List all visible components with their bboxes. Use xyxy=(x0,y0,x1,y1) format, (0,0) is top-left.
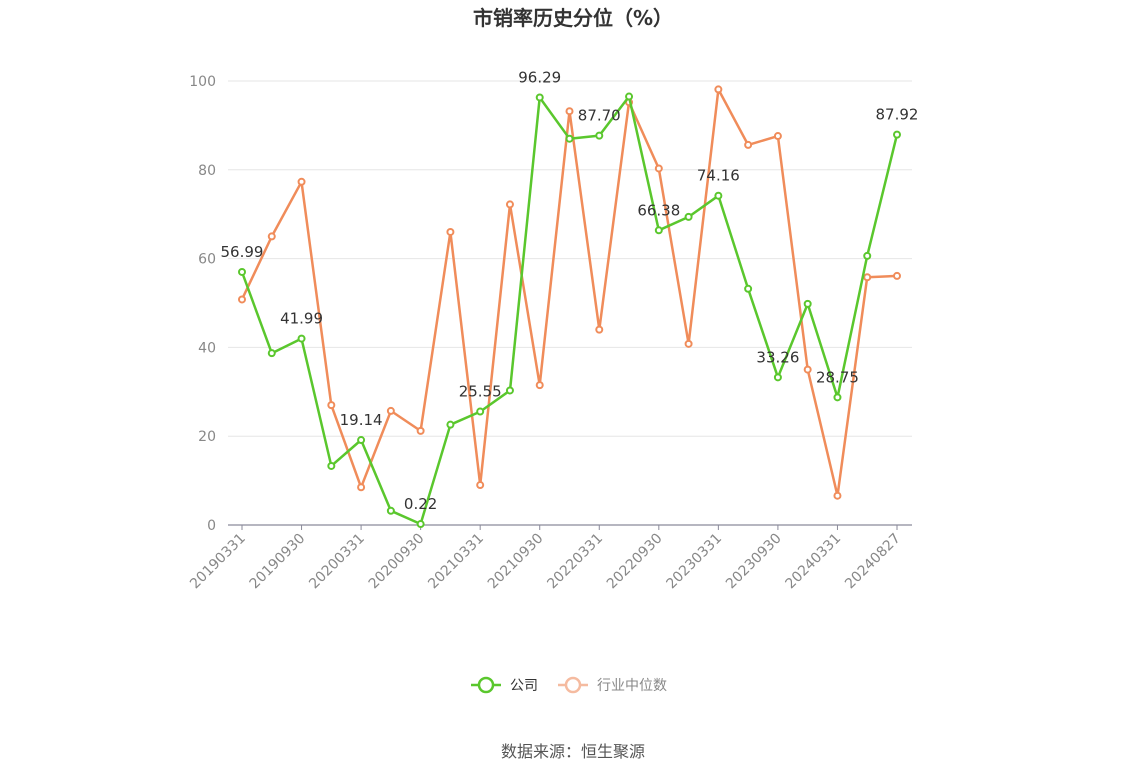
data-point xyxy=(357,436,366,445)
y-tick-label: 80 xyxy=(198,163,216,179)
data-point xyxy=(744,140,753,149)
data-label: 87.70 xyxy=(578,107,621,125)
legend-label: 公司 xyxy=(510,678,538,694)
data-point xyxy=(773,373,782,382)
data-label: 96.29 xyxy=(518,68,561,86)
y-tick-label: 100 xyxy=(189,74,216,90)
x-tick-label: 20230331 xyxy=(663,531,725,593)
x-tick-label: 20200930 xyxy=(366,531,428,593)
data-label: 41.99 xyxy=(280,310,323,328)
data-point xyxy=(565,134,574,143)
data-label: 74.16 xyxy=(697,167,740,185)
legend-item-industry[interactable]: 行业中位数 xyxy=(558,676,667,694)
data-point xyxy=(505,200,514,209)
data-point xyxy=(535,93,544,102)
data-point xyxy=(565,107,574,116)
data-point xyxy=(357,483,366,492)
data-point xyxy=(446,420,455,429)
data-point xyxy=(476,481,485,490)
data-point xyxy=(238,295,246,304)
x-tick-label: 20240827 xyxy=(842,531,904,593)
data-point xyxy=(863,273,872,282)
y-tick-label: 60 xyxy=(198,252,216,268)
chart-title: 市销率历史分位（%） xyxy=(473,6,673,30)
data-point xyxy=(684,339,693,348)
series-0 xyxy=(238,92,901,529)
x-tick-label: 20220930 xyxy=(604,531,666,593)
data-point xyxy=(297,177,306,186)
x-tick-label: 20240331 xyxy=(783,531,845,593)
data-point xyxy=(297,334,306,343)
data-point xyxy=(327,461,336,470)
data-point xyxy=(595,325,604,334)
data-point xyxy=(863,251,872,260)
data-point xyxy=(386,406,395,415)
x-tick-label: 20190930 xyxy=(247,531,309,593)
source-note: 数据来源：恒生聚源 xyxy=(501,742,645,761)
legend-marker xyxy=(477,676,495,694)
data-point xyxy=(684,212,693,221)
data-label: 0.22 xyxy=(404,495,437,513)
data-point xyxy=(267,349,276,358)
y-axis: 0 20 40 60 80 100 xyxy=(189,74,216,534)
data-point xyxy=(654,164,663,173)
data-point xyxy=(238,267,246,276)
data-point xyxy=(476,407,485,416)
data-point xyxy=(535,381,544,390)
data-point xyxy=(744,284,753,293)
data-label: 25.55 xyxy=(459,383,502,401)
data-point xyxy=(833,491,842,500)
x-axis: 2019033120190930202003312020093020210331… xyxy=(187,524,912,593)
series-line xyxy=(240,95,899,526)
series-lines xyxy=(238,85,901,529)
data-label: 28.75 xyxy=(816,368,859,386)
x-tick-label: 20200331 xyxy=(306,531,368,593)
legend-item-company[interactable]: 公司 xyxy=(471,676,538,694)
x-tick-label: 20210331 xyxy=(425,531,487,593)
series-1 xyxy=(238,85,901,500)
data-point xyxy=(893,130,901,139)
data-point xyxy=(416,426,425,435)
data-point xyxy=(803,299,812,308)
data-point xyxy=(833,393,842,402)
data-point xyxy=(803,365,812,374)
data-point xyxy=(505,386,514,395)
data-point xyxy=(654,226,663,235)
data-label: 66.38 xyxy=(637,201,680,219)
data-label: 33.26 xyxy=(756,348,799,366)
data-point xyxy=(416,520,425,529)
y-tick-label: 40 xyxy=(198,340,216,356)
data-point xyxy=(446,227,455,236)
data-point xyxy=(386,506,395,515)
y-tick-label: 0 xyxy=(207,518,216,534)
legend-marker xyxy=(564,676,582,694)
data-point xyxy=(267,232,276,241)
data-label: 56.99 xyxy=(221,243,264,261)
data-point xyxy=(893,271,901,280)
data-label: 87.92 xyxy=(876,106,919,124)
x-tick-label: 20230930 xyxy=(723,531,785,593)
series-line xyxy=(240,88,898,497)
data-point xyxy=(595,131,604,140)
legend-label: 行业中位数 xyxy=(597,678,667,694)
data-point xyxy=(625,92,634,101)
data-point xyxy=(327,401,336,410)
grid-lines xyxy=(228,80,912,437)
x-tick-label: 20220331 xyxy=(544,531,606,593)
data-point xyxy=(773,132,782,141)
data-point xyxy=(714,85,723,94)
y-tick-label: 20 xyxy=(198,429,216,445)
x-tick-label: 20190331 xyxy=(187,531,249,593)
data-point xyxy=(714,191,723,200)
x-tick-label: 20210930 xyxy=(485,531,547,593)
legend[interactable]: 公司 行业中位数 xyxy=(471,676,667,694)
data-labels: 56.99 41.99 19.14 0.22 25.55 96.29 87.70 66.38 7… xyxy=(221,68,919,513)
data-label: 19.14 xyxy=(340,411,383,429)
